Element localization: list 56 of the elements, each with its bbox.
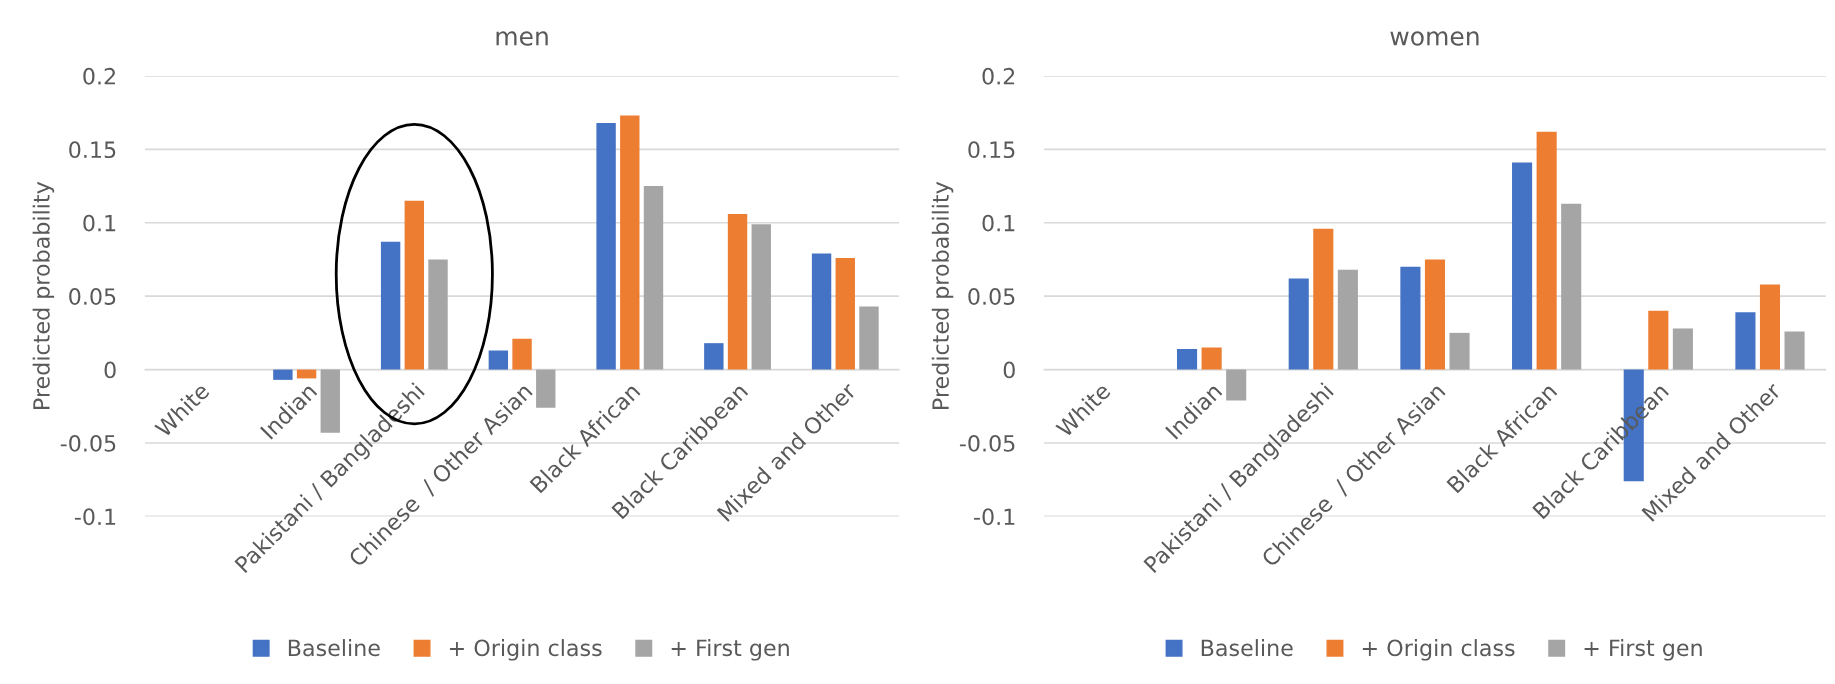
bar xyxy=(1759,284,1781,370)
y-tick-label: 0.2 xyxy=(83,67,115,85)
bar xyxy=(1288,278,1309,370)
chart-title: men xyxy=(496,31,548,46)
bar xyxy=(404,200,425,370)
y-axis-title: Predicted probability xyxy=(931,181,954,409)
bar xyxy=(859,306,879,370)
y-tick-label: 0 xyxy=(1003,361,1015,379)
y-tick-label: 0 xyxy=(104,361,116,379)
legend-label: + First gen xyxy=(1584,639,1702,661)
y-tick-label: -0.1 xyxy=(74,508,116,526)
bar xyxy=(1449,332,1470,370)
y-tick-label: 0.15 xyxy=(968,141,1015,159)
bar xyxy=(596,122,616,370)
bar xyxy=(536,369,556,408)
y-axis-title: Predicted probability xyxy=(32,181,55,409)
bar xyxy=(835,258,855,370)
bar xyxy=(428,259,448,370)
y-tick-label: 0.05 xyxy=(968,288,1015,305)
chart-title: women xyxy=(1390,31,1479,46)
bar xyxy=(1201,347,1222,370)
bar xyxy=(620,115,640,370)
bar xyxy=(1177,349,1198,370)
y-tick-label: -0.05 xyxy=(60,434,116,452)
legend-label: + Origin class xyxy=(449,639,602,661)
bar xyxy=(751,224,771,370)
bar xyxy=(811,253,832,370)
y-tick-label: 0.1 xyxy=(83,214,116,232)
bar xyxy=(643,186,664,370)
bar xyxy=(1512,162,1533,370)
y-tick-label: 0.2 xyxy=(982,67,1015,85)
bar xyxy=(1648,310,1669,370)
bar xyxy=(1424,259,1446,370)
bar xyxy=(1337,269,1358,370)
y-tick-label: -0.05 xyxy=(959,434,1015,452)
y-tick-label: 0.1 xyxy=(982,214,1015,232)
bar xyxy=(512,338,532,370)
bar xyxy=(1536,131,1557,370)
bar xyxy=(380,241,401,370)
bar xyxy=(1735,312,1756,370)
y-tick-label: 0.15 xyxy=(69,141,116,159)
bar xyxy=(1561,203,1582,370)
legend-label: Baseline xyxy=(288,639,380,657)
bar xyxy=(1313,228,1334,370)
bar xyxy=(273,369,293,380)
y-tick-label: -0.1 xyxy=(974,508,1015,526)
legend-label: Baseline xyxy=(1201,639,1293,657)
bar xyxy=(704,343,724,370)
legend-label: + Origin class xyxy=(1362,639,1515,661)
bar xyxy=(1400,266,1421,370)
legend-label: + First gen xyxy=(671,639,789,661)
bar xyxy=(488,350,509,370)
y-tick-label: 0.05 xyxy=(69,288,116,305)
bar xyxy=(1784,331,1805,370)
bar xyxy=(727,213,748,370)
bar xyxy=(1672,328,1693,370)
